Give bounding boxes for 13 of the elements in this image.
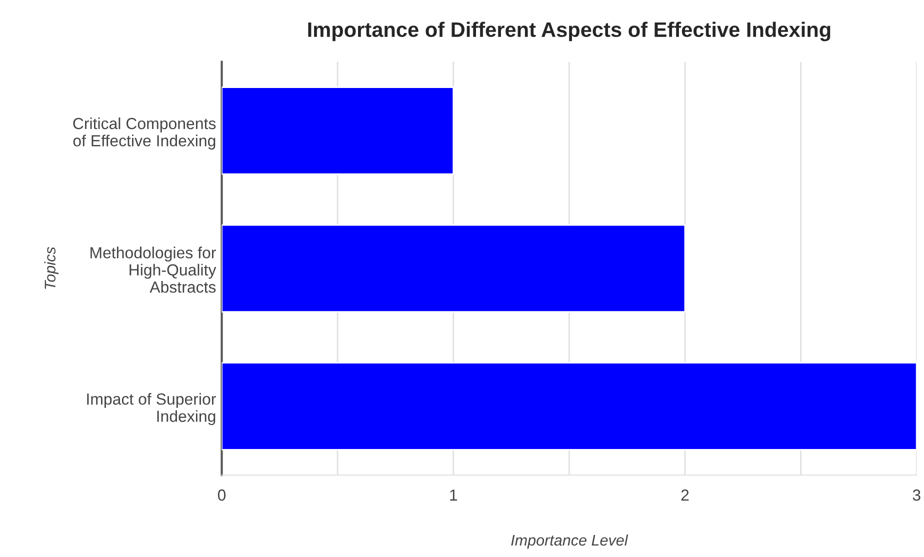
bar xyxy=(222,362,917,450)
x-tick-label: 1 xyxy=(450,490,458,501)
y-tick-label: Methodologies for High-Quality Abstracts xyxy=(90,246,216,293)
y-axis-title: Topics xyxy=(44,246,59,289)
x-tick-label: 3 xyxy=(912,489,920,501)
bar xyxy=(222,224,686,313)
x-axis-title: Importance Level xyxy=(511,534,628,549)
y-tick-label: Impact of Superior Indexing xyxy=(87,393,216,426)
x-tick-label: 2 xyxy=(681,489,689,501)
bar xyxy=(222,86,454,175)
chart-title: Importance of Different Aspects of Effective Indexing xyxy=(308,22,830,42)
x-tick-label: 0 xyxy=(218,489,226,501)
y-tick-label: Critical Components of Effective Indexing xyxy=(73,117,216,150)
